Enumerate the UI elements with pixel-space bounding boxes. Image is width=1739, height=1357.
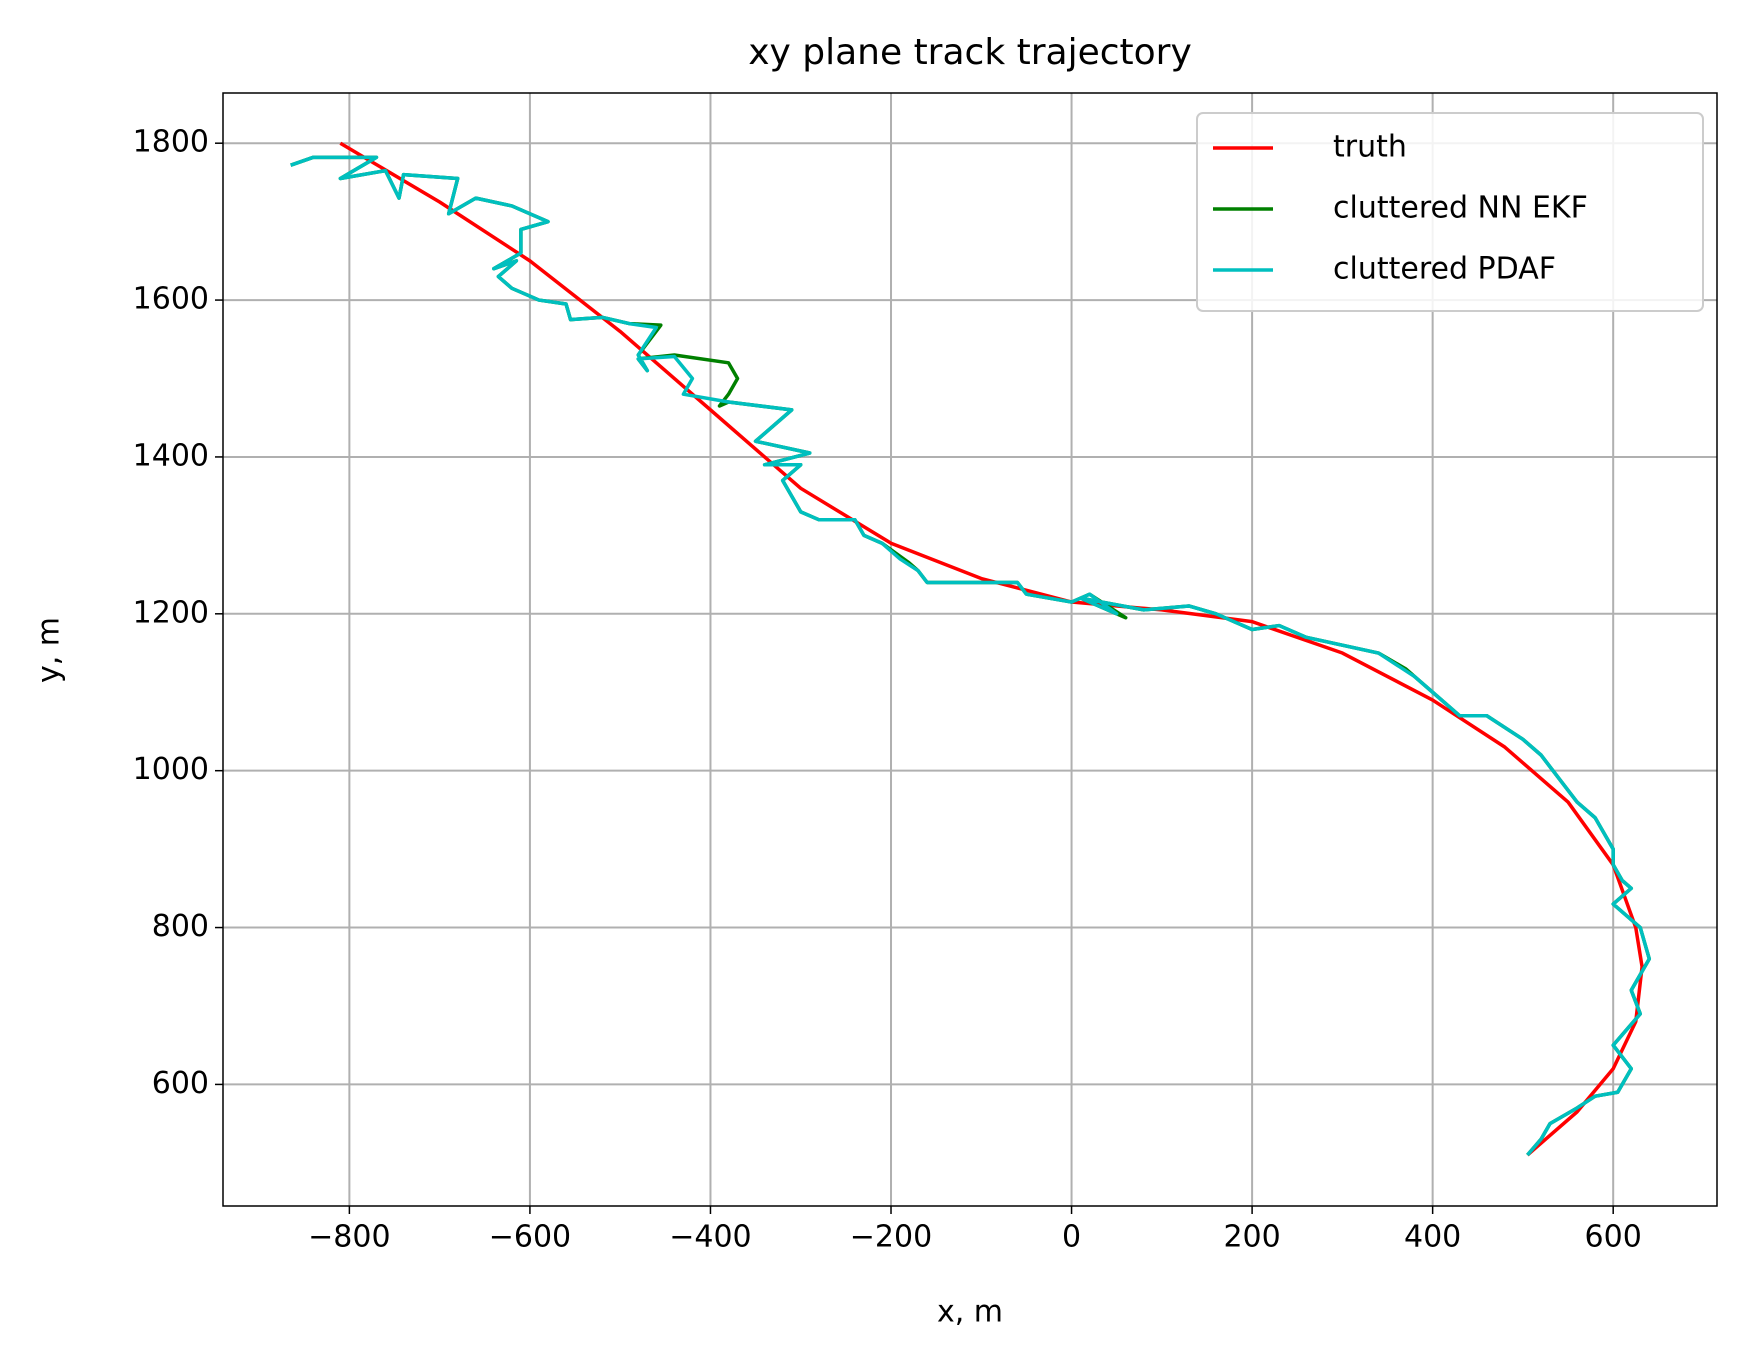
x-tick-label: −200 (850, 1220, 932, 1255)
y-axis-label: y, m (32, 617, 67, 683)
x-tick-label: 600 (1585, 1220, 1642, 1255)
y-tick-label: 800 (152, 909, 209, 944)
y-tick-label: 1000 (133, 752, 209, 787)
x-tick-label: 0 (1062, 1220, 1081, 1255)
legend-label: truth (1333, 130, 1407, 165)
y-tick-label: 1400 (133, 438, 209, 473)
legend-label: cluttered NN EKF (1333, 191, 1588, 226)
y-tick-label: 600 (152, 1066, 209, 1101)
x-tick-label: 400 (1404, 1220, 1461, 1255)
x-tick-label: 200 (1223, 1220, 1280, 1255)
y-tick-label: 1800 (133, 125, 209, 160)
x-tick-label: −800 (308, 1220, 390, 1255)
plot-frame (222, 92, 1718, 1207)
legend-box (1196, 112, 1704, 312)
x-axis-label: x, m (937, 1295, 1003, 1330)
chart-title: xy plane track trajectory (748, 32, 1192, 73)
y-tick-label: 1200 (133, 595, 209, 630)
y-tick-label: 1600 (133, 282, 209, 317)
series-line (290, 155, 1652, 1157)
legend-label: cluttered PDAF (1333, 252, 1556, 287)
series-line (339, 141, 1644, 1157)
x-tick-label: −600 (489, 1220, 571, 1255)
x-tick-label: −400 (669, 1220, 751, 1255)
